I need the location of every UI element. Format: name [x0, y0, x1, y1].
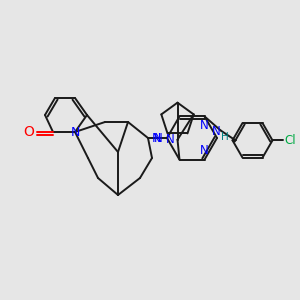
Text: N: N: [154, 131, 162, 145]
Text: N: N: [200, 119, 209, 132]
Text: N: N: [212, 125, 221, 138]
Text: N: N: [70, 125, 80, 139]
Text: N: N: [200, 144, 209, 157]
Text: N: N: [151, 131, 161, 145]
Text: Cl: Cl: [285, 134, 296, 147]
Text: O: O: [24, 125, 34, 139]
Text: H: H: [220, 132, 228, 142]
Text: N: N: [166, 133, 175, 146]
